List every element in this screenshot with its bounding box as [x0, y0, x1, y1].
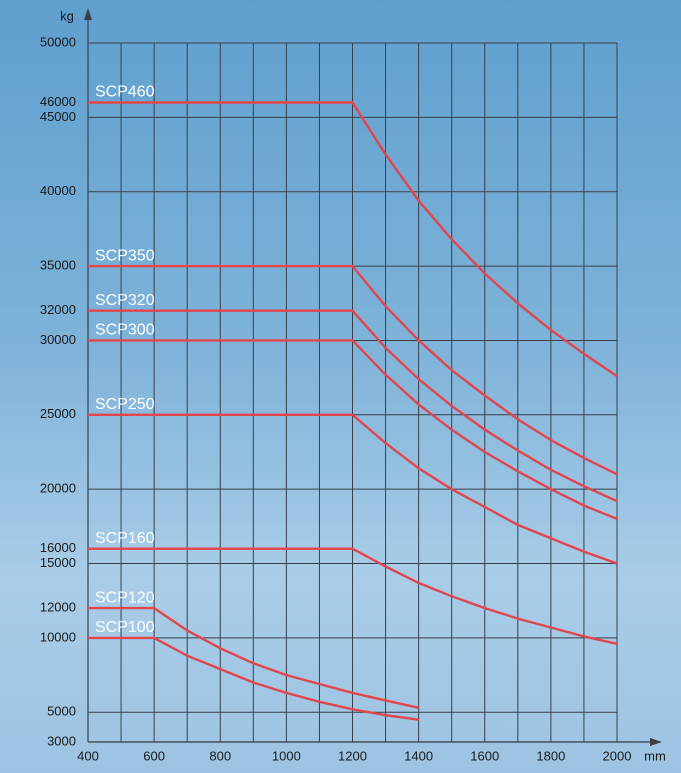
x-tick-label: 600	[143, 748, 165, 763]
y-tick-label: 25000	[40, 406, 76, 421]
series-line	[88, 264, 618, 476]
x-tick-label: 1800	[536, 748, 565, 763]
series-label: SCP100	[95, 619, 155, 636]
series-line	[88, 547, 618, 645]
series-label: SCP250	[95, 396, 155, 413]
y-tick-label: 40000	[40, 183, 76, 198]
series-line	[88, 339, 618, 521]
y-tick-label: 30000	[40, 332, 76, 347]
y-tick-label: 10000	[40, 629, 76, 644]
series-label: SCP350	[95, 247, 155, 264]
series-line	[88, 101, 618, 378]
series-line	[88, 606, 419, 709]
x-axis-arrow	[650, 738, 662, 746]
x-tick-label: 1600	[470, 748, 499, 763]
y-tick-label: 50000	[40, 34, 76, 49]
y-axis-label: kg	[60, 8, 74, 23]
y-tick-label: 12000	[40, 600, 76, 615]
y-tick-label: 16000	[40, 540, 76, 555]
y-tick-label: 15000	[40, 555, 76, 570]
series-label: SCP460	[95, 84, 155, 101]
series-line	[88, 309, 618, 503]
series-line	[88, 636, 419, 721]
series-label: SCP320	[95, 292, 155, 309]
series-label: SCP160	[95, 530, 155, 547]
y-tick-label: 46000	[40, 94, 76, 109]
x-tick-label: 1200	[338, 748, 367, 763]
y-tick-label: 35000	[40, 258, 76, 273]
y-tick-label: 45000	[40, 109, 76, 124]
y-tick-label: 3000	[47, 733, 76, 748]
series-line	[88, 413, 618, 565]
x-tick-label: 400	[77, 748, 99, 763]
y-axis-arrow	[84, 8, 92, 20]
y-tick-label: 20000	[40, 481, 76, 496]
x-axis-label: mm	[644, 748, 666, 763]
series-label: SCP300	[95, 322, 155, 339]
x-tick-label: 2000	[603, 748, 632, 763]
y-tick-label: 5000	[47, 704, 76, 719]
series-label: SCP120	[95, 589, 155, 606]
x-tick-label: 1400	[404, 748, 433, 763]
y-tick-label: 32000	[40, 302, 76, 317]
x-tick-label: 800	[209, 748, 231, 763]
x-tick-label: 1000	[272, 748, 301, 763]
